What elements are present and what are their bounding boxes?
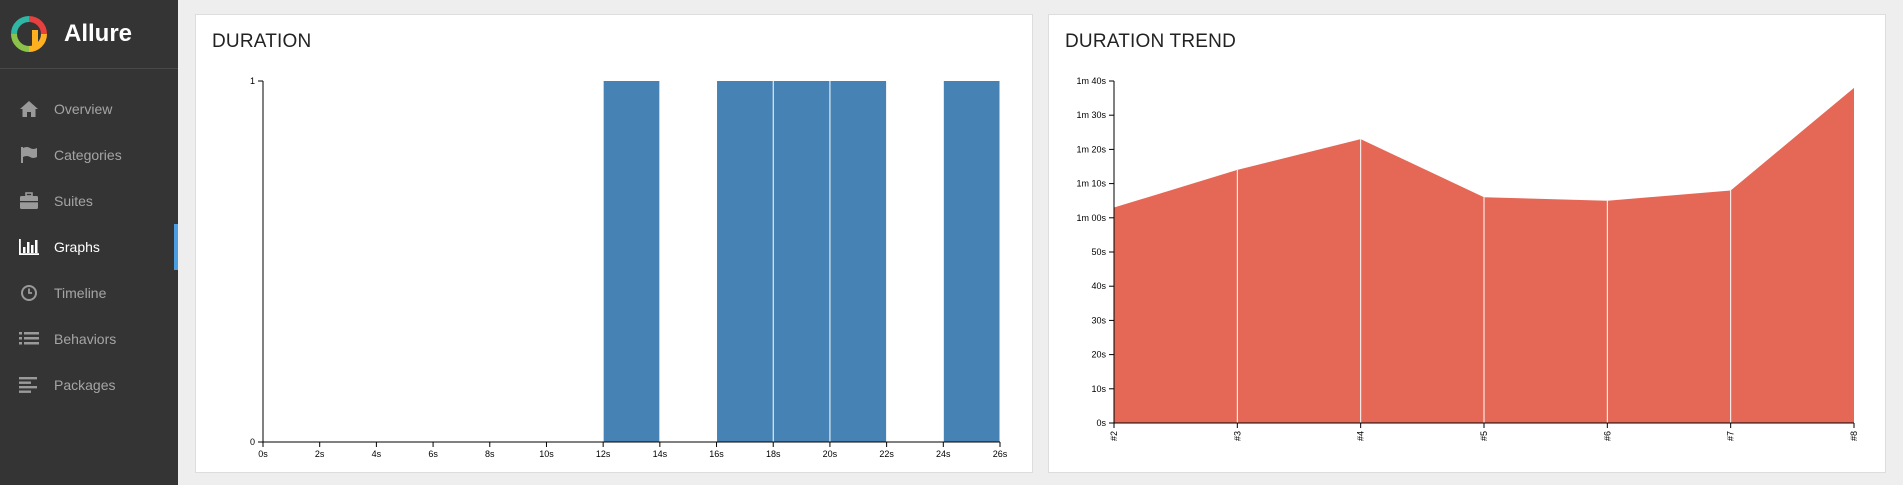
x-tick-label: 18s <box>766 449 781 459</box>
duration-bar <box>717 81 773 442</box>
duration-trend-panel: DURATION TREND 0s 10s 20s 30s 40s 50s 1m 00s 1m… <box>1048 14 1886 473</box>
x-tick-label: #3 <box>1232 431 1242 441</box>
x-tick-label: 4s <box>372 449 382 459</box>
sidebar-item-label: Categories <box>54 147 122 163</box>
duration-bar <box>943 81 1000 442</box>
duration-trend-title: DURATION TREND <box>1065 31 1236 52</box>
sidebar-item-label: Graphs <box>54 239 100 255</box>
sidebar-item-packages[interactable]: Packages <box>0 362 178 408</box>
x-tick-label: 2s <box>315 449 325 459</box>
y-tick-label: 1m 00s <box>1076 213 1106 223</box>
y-tick-label: 0 <box>250 437 255 447</box>
y-tick-label: 1m 10s <box>1076 179 1106 189</box>
duration-bar <box>603 81 660 442</box>
duration-panel: DURATION 0s 2s 4s 6s 8s 10s 12s 14s 16s 18s 20s 22s… <box>195 14 1033 473</box>
list-icon <box>17 329 41 349</box>
duration-trend-chart: 0s 10s 20s 30s 40s 50s 1m 00s 1m 10s 1m 20s 1m 30… <box>1076 76 1859 441</box>
bar-chart-icon <box>17 237 41 257</box>
y-tick-label: 0s <box>1096 418 1106 428</box>
x-tick-label: 8s <box>485 449 495 459</box>
x-tick-label: 6s <box>428 449 438 459</box>
sidebar-item-label: Overview <box>54 101 113 117</box>
sidebar-item-overview[interactable]: Overview <box>0 86 178 132</box>
x-tick-label: 24s <box>936 449 951 459</box>
home-icon <box>17 99 41 119</box>
y-tick-label: 1m 40s <box>1076 76 1106 86</box>
sidebar-item-label: Packages <box>54 377 116 393</box>
duration-bar <box>773 81 830 442</box>
x-tick-label: 16s <box>709 449 724 459</box>
sidebar: Allure Overview Categories Suites Graphs <box>0 0 178 485</box>
sidebar-nav: Overview Categories Suites Graphs Timeli… <box>0 86 178 408</box>
x-tick-label: #4 <box>1356 431 1366 441</box>
x-tick-label: #5 <box>1479 431 1489 441</box>
duration-chart: 0s 2s 4s 6s 8s 10s 12s 14s 16s 18s 20s 22s 24s 26s 0 1 <box>250 76 1008 459</box>
y-tick-label: 1 <box>250 76 255 86</box>
brand-header[interactable]: Allure <box>0 0 178 69</box>
clock-icon <box>17 283 41 303</box>
x-tick-label: 14s <box>653 449 668 459</box>
y-tick-label: 1m 30s <box>1076 110 1106 120</box>
x-tick-label: 0s <box>258 449 268 459</box>
sidebar-item-suites[interactable]: Suites <box>0 178 178 224</box>
sidebar-item-label: Timeline <box>54 285 107 301</box>
x-tick-label: 26s <box>993 449 1008 459</box>
x-tick-label: 20s <box>823 449 838 459</box>
x-tick-label: 22s <box>879 449 894 459</box>
x-tick-label: 10s <box>539 449 554 459</box>
sidebar-item-timeline[interactable]: Timeline <box>0 270 178 316</box>
y-tick-label: 40s <box>1091 281 1106 291</box>
align-left-icon <box>17 375 41 395</box>
x-tick-label: 12s <box>596 449 611 459</box>
sidebar-item-categories[interactable]: Categories <box>0 132 178 178</box>
sidebar-item-graphs[interactable]: Graphs <box>0 224 178 270</box>
duration-bar <box>830 81 887 442</box>
allure-logo-icon <box>11 16 47 52</box>
y-tick-label: 30s <box>1091 315 1106 325</box>
brand-name: Allure <box>64 20 133 47</box>
y-tick-label: 10s <box>1091 384 1106 394</box>
x-tick-label: #7 <box>1726 431 1736 441</box>
sidebar-item-label: Suites <box>54 193 93 209</box>
y-tick-label: 20s <box>1091 350 1106 360</box>
sidebar-item-behaviors[interactable]: Behaviors <box>0 316 178 362</box>
y-tick-label: 1m 20s <box>1076 144 1106 154</box>
sidebar-item-label: Behaviors <box>54 331 117 347</box>
flag-icon <box>17 145 41 165</box>
duration-title: DURATION <box>212 31 312 52</box>
x-tick-label: #6 <box>1602 431 1612 441</box>
y-tick-label: 50s <box>1091 247 1106 257</box>
x-tick-label: #8 <box>1849 431 1859 441</box>
x-tick-label: #2 <box>1109 431 1119 441</box>
briefcase-icon <box>17 191 41 211</box>
